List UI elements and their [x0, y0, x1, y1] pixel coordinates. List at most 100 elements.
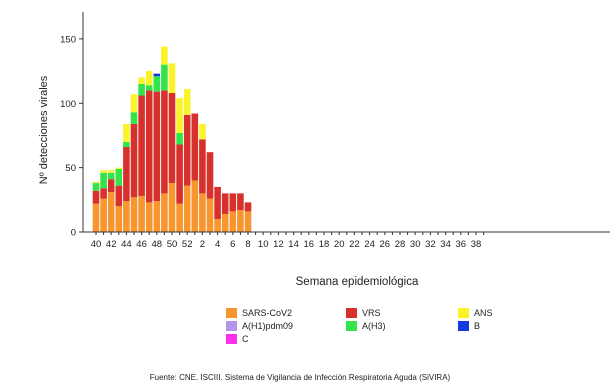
bar-segment-vrs-week-43	[115, 185, 123, 207]
bar-segment-sars-cov2-week-4	[214, 219, 221, 233]
x-tick-label: 4	[215, 239, 220, 250]
legend-label: VRS	[362, 308, 381, 318]
bar-segment-sars-cov2-week-49	[161, 193, 168, 233]
bar-segment-ans-week-2	[199, 123, 206, 140]
legend-swatch-sars-cov2	[226, 308, 237, 318]
x-tick-label: 36	[456, 239, 467, 250]
legend-label: A(H3)	[362, 321, 386, 331]
bar-segment-b-week-48	[153, 73, 161, 77]
x-tick-label: 40	[91, 239, 102, 250]
bar-segment-sars-cov2-week-2	[199, 193, 206, 233]
x-tick-label: 6	[230, 239, 235, 250]
bar-segment-vrs-week-51	[176, 144, 183, 204]
bar-segment-ans-week-45	[130, 94, 138, 113]
x-tick-label: 32	[425, 239, 436, 250]
x-tick-label: 14	[288, 239, 299, 250]
bar-segment-ans-week-40	[92, 181, 100, 184]
bar-segment-sars-cov2-week-1	[191, 180, 199, 232]
x-tick-label: 8	[245, 239, 250, 250]
bar-segment-vrs-week-3	[206, 152, 214, 199]
x-tick-label: 48	[152, 239, 163, 250]
bar-segment-sars-cov2-week-51	[176, 203, 183, 233]
bar-segment-sars-cov2-week-8	[244, 211, 252, 232]
bar-segment-a-h3--week-42	[107, 172, 115, 180]
x-tick-label: 18	[319, 239, 330, 250]
bar-segment-vrs-week-48	[153, 91, 161, 202]
bar-segment-vrs-week-2	[199, 139, 206, 194]
bar-segment-a-h3--week-46	[138, 83, 145, 96]
bar-segment-a-h3--week-44	[123, 141, 130, 148]
bar-segment-vrs-week-44	[123, 147, 130, 202]
bar-segment-sars-cov2-week-43	[115, 206, 123, 232]
y-axis-title: Nº detecciones virales	[38, 75, 50, 184]
bar-segment-sars-cov2-week-45	[130, 197, 138, 232]
x-tick-label: 10	[258, 239, 269, 250]
x-tick-label: 30	[410, 239, 421, 250]
legend-label: A(H1)pdm09	[242, 321, 293, 331]
bar-segment-vrs-week-52	[183, 114, 191, 186]
bar-segment-vrs-week-7	[237, 193, 244, 211]
x-tick-label: 50	[167, 239, 178, 250]
bar-segment-sars-cov2-week-44	[123, 201, 130, 232]
bar-segment-vrs-week-8	[244, 202, 252, 212]
legend-label: SARS-CoV2	[242, 308, 292, 318]
x-tick-label: 2	[200, 239, 205, 250]
legend-swatch-vrs	[346, 308, 357, 318]
x-tick-label: 38	[471, 239, 482, 250]
bar-segment-a-h3--week-49	[161, 64, 168, 91]
bar-segment-vrs-week-40	[92, 190, 100, 204]
legend-label: B	[474, 321, 480, 331]
bar-segment-sars-cov2-week-46	[138, 195, 145, 232]
bar-segment-vrs-week-50	[168, 92, 176, 184]
bar-segment-ans-week-52	[183, 89, 191, 115]
x-tick-label: 52	[182, 239, 193, 250]
x-tick-label: 22	[349, 239, 360, 250]
legend-label: ANS	[474, 308, 493, 318]
bar-segment-vrs-week-45	[130, 123, 138, 198]
bar-segment-ans-week-47	[145, 71, 153, 86]
bar-segment-a-h3--week-43	[115, 168, 123, 186]
bar-segment-vrs-week-1	[191, 113, 199, 181]
bar-segment-vrs-week-46	[138, 95, 145, 196]
legend: SARS-CoV2 VRS ANS A(H1)pdm09 A(H3) B C	[226, 308, 493, 344]
bar-segment-vrs-week-49	[161, 90, 168, 194]
bar-segment-sars-cov2-week-41	[100, 198, 107, 233]
bar-segment-sars-cov2-week-48	[153, 201, 161, 232]
x-tick-label: 34	[440, 239, 451, 250]
bar-segment-sars-cov2-week-42	[107, 192, 115, 232]
x-tick-label: 46	[136, 239, 147, 250]
legend-label: C	[242, 334, 249, 344]
bar-segment-vrs-week-42	[107, 179, 115, 193]
bar-segment-sars-cov2-week-47	[145, 202, 153, 232]
bar-segment-sars-cov2-week-40	[92, 203, 100, 233]
bar-segment-vrs-week-41	[100, 188, 107, 199]
bar-segment-ans-week-44	[123, 123, 130, 142]
x-tick-label: 44	[121, 239, 132, 250]
legend-swatch-a-h1-pdm09	[226, 321, 237, 331]
x-tick-label: 16	[304, 239, 315, 250]
bar-segment-a-h3--week-48	[153, 76, 161, 92]
y-tick-label: 100	[60, 99, 76, 110]
bar-segment-ans-week-51	[176, 98, 183, 133]
x-tick-label: 24	[364, 239, 375, 250]
y-tick-label: 50	[65, 163, 76, 174]
bar-segment-sars-cov2-week-50	[168, 183, 176, 232]
bar-segment-a-h3--week-51	[176, 132, 183, 145]
bar-segment-sars-cov2-week-3	[206, 198, 214, 233]
bar-segment-vrs-week-5	[221, 193, 229, 214]
legend-swatch-ans	[458, 308, 469, 318]
x-tick-label: 26	[380, 239, 391, 250]
bar-segment-vrs-week-6	[229, 193, 237, 212]
bar-segment-ans-week-42	[107, 170, 115, 173]
x-tick-label: 20	[334, 239, 345, 250]
bar-segment-a-h3--week-41	[100, 172, 107, 189]
bar-segment-ans-week-49	[161, 46, 168, 65]
bar-segment-sars-cov2-week-6	[229, 211, 237, 232]
bar-segment-ans-week-50	[168, 63, 176, 93]
plot-area	[92, 46, 252, 233]
bar-segment-sars-cov2-week-5	[221, 213, 229, 232]
x-tick-label: 12	[273, 239, 284, 250]
bar-segment-vrs-week-4	[214, 186, 221, 220]
x-tick-label: 42	[106, 239, 117, 250]
